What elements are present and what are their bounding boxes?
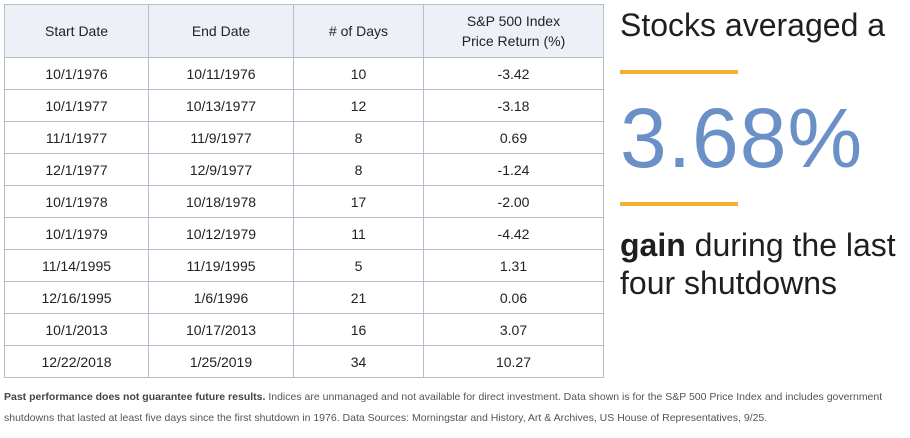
days-cell: 10 [293, 57, 424, 90]
start-date-cell: 11/1/1977 [4, 121, 149, 154]
table-header-row: Start Date End Date # of Days S&P 500 In… [4, 4, 604, 58]
column-header-end-date: End Date [148, 4, 294, 58]
callout-heading: Stocks averaged a [620, 7, 886, 43]
end-date-cell: 1/6/1996 [148, 281, 294, 314]
end-date-cell: 1/25/2019 [148, 345, 294, 378]
price-return-cell: 0.69 [423, 121, 604, 154]
days-cell: 8 [293, 121, 424, 154]
table-row: 10/1/2013 10/17/2013 16 3.07 [4, 313, 604, 346]
end-date-cell: 10/12/1979 [148, 217, 294, 250]
price-return-cell: 3.07 [423, 313, 604, 346]
table-row: 11/1/1977 11/9/1977 8 0.69 [4, 121, 604, 154]
table-row: 10/1/1978 10/18/1978 17 -2.00 [4, 185, 604, 218]
days-cell: 8 [293, 153, 424, 186]
price-return-cell: 10.27 [423, 345, 604, 378]
column-header-price-return-line1: S&P 500 Index [466, 13, 561, 29]
table-row: 12/22/2018 1/25/2019 34 10.27 [4, 345, 604, 378]
days-cell: 16 [293, 313, 424, 346]
price-return-cell: 0.06 [423, 281, 604, 314]
column-header-price-return: S&P 500 Index Price Return (%) [423, 4, 604, 58]
callout-caption-bold: gain [620, 227, 686, 263]
column-header-price-return-line2: Price Return (%) [461, 33, 566, 49]
table-row: 10/1/1977 10/13/1977 12 -3.18 [4, 89, 604, 122]
average-gain-value: 3.68% [620, 91, 864, 185]
price-return-cell: -1.24 [423, 153, 604, 186]
days-cell: 17 [293, 185, 424, 218]
callout-caption: gain during the last four shutdowns [620, 226, 910, 302]
end-date-cell: 12/9/1977 [148, 153, 294, 186]
callout-divider-top [620, 70, 738, 74]
shutdown-returns-table: Start Date End Date # of Days S&P 500 In… [4, 4, 604, 378]
table-row: 12/1/1977 12/9/1977 8 -1.24 [4, 153, 604, 186]
end-date-cell: 10/18/1978 [148, 185, 294, 218]
days-cell: 12 [293, 89, 424, 122]
start-date-cell: 10/1/2013 [4, 313, 149, 346]
end-date-cell: 10/17/2013 [148, 313, 294, 346]
end-date-cell: 10/11/1976 [148, 57, 294, 90]
table-row: 12/16/1995 1/6/1996 21 0.06 [4, 281, 604, 314]
end-date-cell: 10/13/1977 [148, 89, 294, 122]
days-cell: 21 [293, 281, 424, 314]
column-header-start-date: Start Date [4, 4, 149, 58]
table-row: 10/1/1976 10/11/1976 10 -3.42 [4, 57, 604, 90]
days-cell: 34 [293, 345, 424, 378]
callout-caption-rest: during the last four shutdowns [620, 227, 896, 301]
disclaimer-bold: Past performance does not guarantee futu… [4, 391, 266, 403]
table-row: 10/1/1979 10/12/1979 11 -4.42 [4, 217, 604, 250]
days-cell: 11 [293, 217, 424, 250]
start-date-cell: 10/1/1977 [4, 89, 149, 122]
callout-divider-bottom [620, 202, 738, 206]
start-date-cell: 11/14/1995 [4, 249, 149, 282]
price-return-cell: 1.31 [423, 249, 604, 282]
disclaimer-footnote: Past performance does not guarantee futu… [4, 387, 904, 429]
days-cell: 5 [293, 249, 424, 282]
price-return-cell: -3.18 [423, 89, 604, 122]
table-row: 11/14/1995 11/19/1995 5 1.31 [4, 249, 604, 282]
shutdown-returns-table-container: Start Date End Date # of Days S&P 500 In… [4, 4, 604, 378]
price-return-cell: -3.42 [423, 57, 604, 90]
start-date-cell: 12/22/2018 [4, 345, 149, 378]
start-date-cell: 10/1/1978 [4, 185, 149, 218]
table-body: 10/1/1976 10/11/1976 10 -3.42 10/1/1977 10/13… [4, 57, 604, 378]
start-date-cell: 10/1/1976 [4, 57, 149, 90]
start-date-cell: 12/16/1995 [4, 281, 149, 314]
start-date-cell: 10/1/1979 [4, 217, 149, 250]
end-date-cell: 11/19/1995 [148, 249, 294, 282]
column-header-days: # of Days [293, 4, 424, 58]
start-date-cell: 12/1/1977 [4, 153, 149, 186]
disclaimer-text: Indices are unmanaged and not available … [4, 391, 883, 424]
end-date-cell: 11/9/1977 [148, 121, 294, 154]
price-return-cell: -4.42 [423, 217, 604, 250]
price-return-cell: -2.00 [423, 185, 604, 218]
